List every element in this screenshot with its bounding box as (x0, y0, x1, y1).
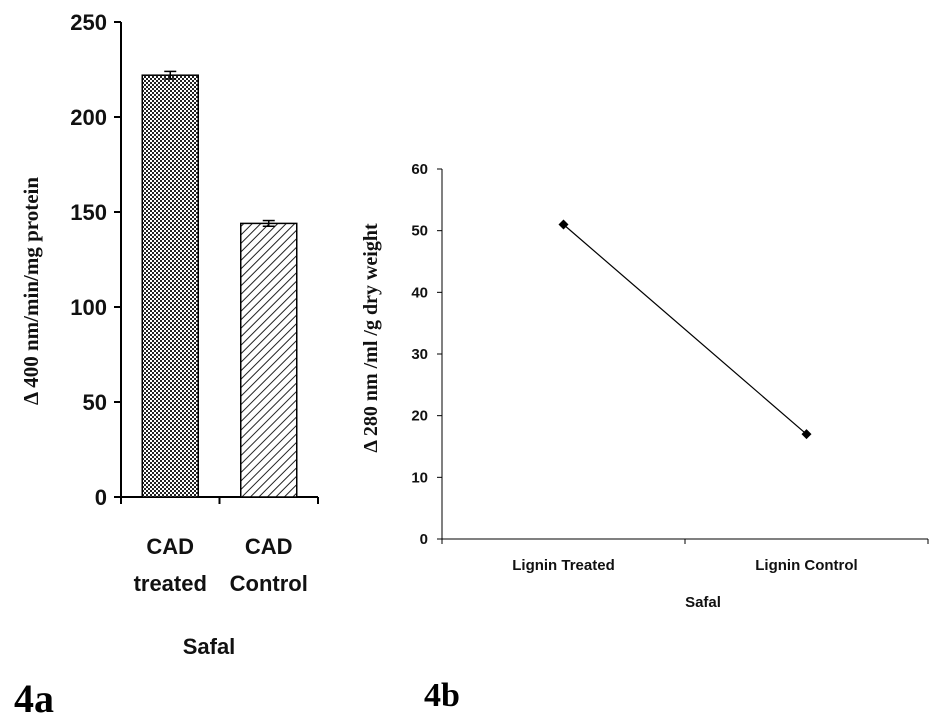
x-axis-label: Safal (183, 634, 236, 659)
line-chart-4b: 0 10 20 30 40 50 60 Lignin Treated Lignin Contr… (360, 161, 929, 714)
bar (141, 74, 199, 498)
y-tick-label: 100 (70, 295, 107, 320)
y-tick-label: 50 (411, 223, 428, 240)
category-label: CAD (146, 534, 194, 559)
y-tick-label: 10 (411, 469, 428, 486)
category-label: Lignin Treated (512, 557, 615, 574)
y-tick-label: 50 (83, 390, 107, 415)
panel-label-4a: 4a (14, 676, 54, 721)
data-point-marker (801, 429, 812, 440)
y-tick-label: 0 (420, 531, 428, 548)
bar (240, 222, 298, 498)
panel-label-4b: 4b (424, 677, 460, 714)
bars (141, 70, 298, 498)
category-label: CAD (245, 534, 293, 559)
y-tick-label: 200 (70, 105, 107, 130)
category-labels: CAD treated CAD Control (134, 534, 308, 596)
y-tick-label: 60 (411, 161, 428, 178)
y-tick-label: 20 (411, 408, 428, 425)
y-tick-label: 250 (70, 10, 107, 35)
category-labels: Lignin Treated Lignin Control (512, 557, 858, 574)
y-tick-label: 0 (95, 485, 107, 510)
y-axis-label: Δ 280 nm /ml /g dry weight (360, 223, 382, 453)
y-tick-labels: 0 10 20 30 40 50 60 (411, 161, 428, 548)
series-line (558, 219, 812, 440)
series-line-path (563, 224, 807, 435)
data-point-marker (558, 219, 569, 230)
category-label: treated (134, 571, 207, 596)
y-tick-labels: 0 50 100 150 200 250 (70, 10, 107, 510)
x-axis-label: Safal (685, 594, 721, 611)
y-tick-label: 150 (70, 200, 107, 225)
y-axis-label: Δ 400 nm/min/mg protein (19, 177, 43, 405)
bar-chart-4a: 0 50 100 150 200 250 CAD treated CAD Control Δ 4… (14, 10, 319, 721)
y-tick-label: 30 (411, 346, 428, 363)
y-tick-label: 40 (411, 284, 428, 301)
category-label: Control (230, 571, 308, 596)
category-label: Lignin Control (755, 557, 857, 574)
axes (437, 168, 929, 544)
